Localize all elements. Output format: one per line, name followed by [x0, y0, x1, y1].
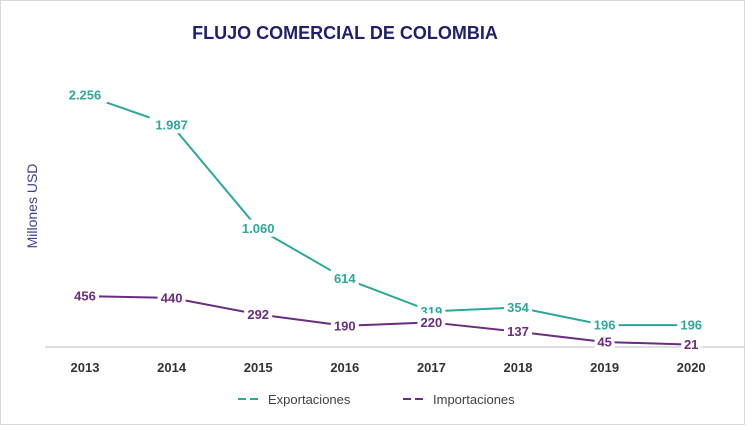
- legend: Exportaciones Importaciones: [238, 392, 515, 407]
- data-label-exportaciones-2016: 614: [334, 271, 356, 286]
- data-label-bg: [681, 335, 702, 353]
- data-label-importaciones-2014: 440: [161, 290, 183, 305]
- x-tick-layer: 2013 2014 2015 2016 2017 2018 2019 2020: [71, 360, 706, 375]
- data-label-bg: [590, 316, 619, 334]
- data-label-importaciones-2018: 137: [507, 324, 529, 339]
- data-label-importaciones-2020: 21: [684, 337, 698, 352]
- data-label-exportaciones-2015: 1.060: [242, 221, 275, 236]
- data-label-importaciones-2013: 456: [74, 289, 96, 304]
- x-tick-label-2018: 2018: [504, 360, 533, 375]
- data-label-bg: [677, 316, 706, 334]
- data-label-exportaciones-2013: 2.256: [69, 88, 102, 103]
- x-tick-label-2020: 2020: [677, 360, 706, 375]
- data-label-bg: [236, 219, 281, 237]
- x-tick-label-2019: 2019: [590, 360, 619, 375]
- x-tick-label-2016: 2016: [330, 360, 359, 375]
- series-layer: [84, 94, 692, 346]
- x-tick-label-2013: 2013: [71, 360, 100, 375]
- data-label-bg: [149, 116, 194, 134]
- data-label-exportaciones-2020: 196: [680, 318, 702, 333]
- data-label-importaciones-2015: 292: [247, 307, 269, 322]
- data-label-exportaciones-2019: 196: [594, 318, 616, 333]
- series-line-importaciones: [84, 295, 692, 346]
- data-label-exportaciones-2018: 354: [507, 300, 529, 315]
- data-label-importaciones-2016: 190: [334, 318, 356, 333]
- legend-label-importaciones: Importaciones: [433, 392, 515, 407]
- data-label-bg: [504, 298, 532, 316]
- data-label-bg: [330, 269, 359, 287]
- y-axis-label: Millones USD: [24, 164, 40, 249]
- data-label-bg: [71, 287, 99, 305]
- x-tick-label-2017: 2017: [417, 360, 446, 375]
- data-label-bg: [594, 332, 615, 350]
- data-label-importaciones-2019: 45: [597, 334, 611, 349]
- data-label-exportaciones-2014: 1.987: [155, 118, 188, 133]
- legend-label-exportaciones: Exportaciones: [268, 392, 351, 407]
- data-label-bg: [504, 322, 532, 340]
- x-tick-label-2015: 2015: [244, 360, 273, 375]
- data-label-bg: [244, 305, 273, 323]
- data-label-importaciones-2017: 220: [421, 315, 443, 330]
- data-label-bg: [157, 288, 186, 306]
- chart-title: FLUJO COMERCIAL DE COLOMBIA: [192, 23, 498, 43]
- data-label-bg: [63, 86, 107, 104]
- x-tick-label-2014: 2014: [157, 360, 187, 375]
- series-line-exportaciones: [84, 94, 692, 327]
- data-label-bg: [417, 313, 446, 331]
- data-label-bg: [330, 316, 359, 334]
